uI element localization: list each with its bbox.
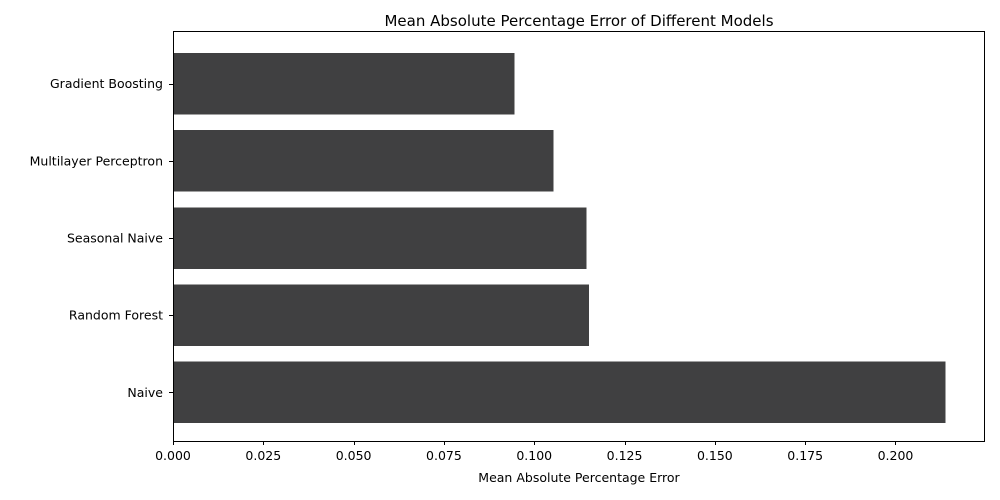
bar-seasonal-naive [173, 207, 587, 269]
bar-naive [173, 361, 946, 424]
x-axis-ticks: 0.000 0.025 0.050 0.075 0.100 0.125 0.150 0.175… [155, 441, 913, 463]
y-tick-label: Naive [127, 385, 163, 400]
x-tick-label: 0.050 [336, 448, 372, 463]
x-tick-label: 0.075 [426, 448, 462, 463]
chart-title: Mean Absolute Percentage Error of Differ… [384, 12, 773, 30]
bar-gradient-boosting [173, 52, 515, 115]
x-tick-label: 0.175 [787, 448, 823, 463]
y-tick-label: Seasonal Naive [67, 231, 163, 246]
y-tick-label: Gradient Boosting [50, 76, 163, 91]
x-tick-label: 0.150 [697, 448, 733, 463]
x-tick-label: 0.025 [245, 448, 281, 463]
y-axis-ticks: Naive Random Forest Seasonal Naive Multilay… [30, 76, 173, 400]
bars-group [173, 52, 946, 424]
x-axis-label: Mean Absolute Percentage Error [478, 470, 680, 485]
y-tick-label: Random Forest [69, 308, 163, 323]
bar-multilayer-perceptron [173, 130, 554, 192]
x-tick-label: 0.200 [878, 448, 914, 463]
plot-frame [173, 31, 985, 442]
x-tick-label: 0.000 [155, 448, 191, 463]
bar-random-forest [173, 284, 590, 346]
x-tick-label: 0.125 [607, 448, 643, 463]
x-tick-label: 0.100 [516, 448, 552, 463]
y-tick-label: Multilayer Perceptron [30, 153, 163, 168]
